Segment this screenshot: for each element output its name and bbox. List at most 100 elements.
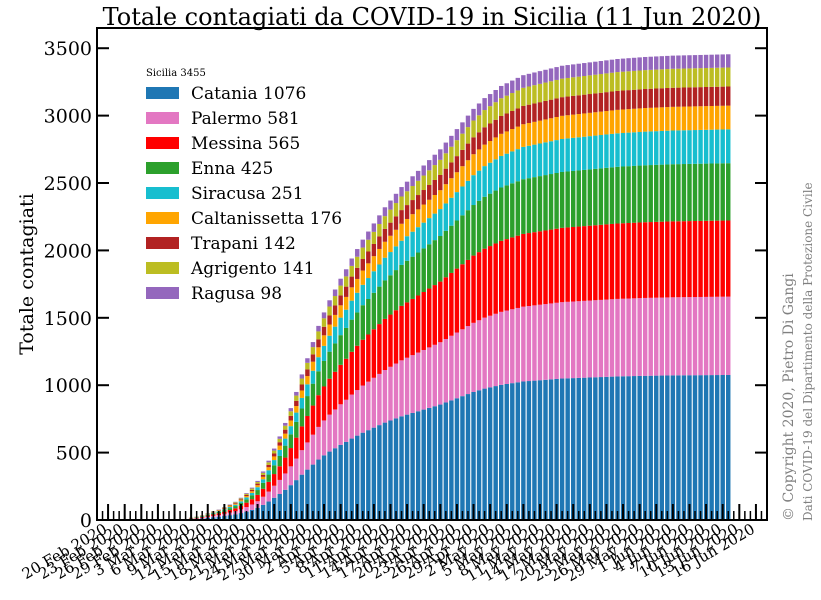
bar-segment [343, 276, 349, 287]
bar-segment [587, 112, 593, 137]
bar-segment [703, 87, 709, 107]
bar-segment [471, 175, 476, 206]
bar-segment [415, 295, 421, 353]
bar-segment [460, 329, 465, 397]
bar-segment [449, 335, 454, 401]
y-tick-label: 1000 [44, 375, 92, 397]
legend-title: Sicilia 3455 [146, 68, 206, 79]
bar-segment [471, 137, 476, 155]
bar-segment [703, 129, 709, 164]
bar-segment [537, 231, 543, 305]
bar-segment [532, 177, 537, 233]
bar-segment [360, 385, 365, 433]
bar-segment [726, 374, 731, 520]
bar-segment [460, 133, 465, 150]
bar-segment [720, 86, 725, 106]
bar-segment [570, 170, 576, 227]
bar-segment [271, 453, 277, 457]
bar-segment [343, 327, 349, 359]
bar-segment [465, 127, 471, 144]
bar-segment [665, 130, 670, 165]
bar-segment [659, 297, 665, 376]
bar-segment [681, 87, 687, 107]
bar-segment [393, 229, 399, 247]
bar-segment [310, 361, 316, 371]
bar-segment [371, 256, 377, 272]
bar-segment [487, 141, 493, 163]
bar-segment [294, 400, 299, 407]
bar-segment [499, 133, 504, 156]
bar-segment [532, 121, 537, 145]
bar-segment [227, 504, 233, 506]
bar-segment [338, 335, 343, 365]
bar-segment [288, 434, 294, 449]
bar-segment [371, 427, 377, 520]
bar-segment [360, 270, 365, 285]
bar-segment [427, 160, 432, 171]
bar-segment [288, 408, 294, 412]
bar-segment [504, 383, 509, 520]
bar-segment [714, 129, 720, 164]
bar-segment [332, 305, 338, 315]
bar-segment [366, 251, 371, 264]
legend-label: Caltanissetta 176 [191, 209, 342, 229]
bar-segment [410, 231, 415, 257]
bar-segment [438, 404, 443, 520]
bar-segment [670, 221, 676, 298]
bar-segment [714, 163, 720, 221]
bar-segment [316, 426, 321, 460]
bar-segment [410, 200, 415, 215]
bar-segment [692, 106, 698, 131]
bar-segment [515, 126, 521, 150]
bar-segment [244, 496, 249, 498]
bar-segment [637, 131, 642, 166]
bar-segment [521, 306, 526, 382]
bar-segment [548, 68, 554, 82]
bar-segment [443, 153, 449, 169]
bar-segment [687, 221, 692, 298]
bar-segment [703, 54, 709, 69]
bar-segment [432, 194, 437, 214]
bar-segment [349, 394, 354, 439]
bar-segment [305, 384, 310, 397]
plot-frame [96, 27, 768, 521]
bar-segment [432, 154, 437, 166]
bar-segment [332, 289, 338, 297]
bar-segment [692, 87, 698, 107]
bar-segment [271, 460, 277, 466]
bar-segment [703, 68, 709, 87]
bar-segment [609, 167, 615, 224]
bar-segment [404, 205, 410, 219]
bar-segment [438, 149, 443, 160]
bar-segment [659, 107, 665, 131]
bar-segment [487, 162, 493, 194]
bar-segment [554, 79, 559, 99]
bar-segment [316, 347, 321, 358]
bar-segment [327, 300, 332, 307]
bar-segment [349, 258, 354, 266]
bar-segment [654, 375, 659, 520]
bar-segment [399, 264, 404, 306]
bar-segment [642, 375, 648, 520]
bar-segment [249, 504, 255, 510]
bar-segment [515, 108, 521, 127]
bar-segment [665, 88, 670, 108]
bar-segment [294, 406, 299, 413]
bar-segment [310, 383, 316, 406]
bar-segment [255, 487, 260, 491]
bar-segment [283, 429, 288, 434]
bar-segment [244, 507, 249, 512]
bar-segment [593, 61, 598, 75]
bar-segment [626, 132, 631, 167]
bar-segment [233, 508, 238, 512]
bar-segment [565, 115, 570, 139]
bar-segment [665, 297, 670, 376]
bar-segment [510, 383, 515, 520]
bar-segment [676, 375, 681, 520]
bar-segment [288, 426, 294, 435]
bar-segment [421, 204, 426, 223]
bar-segment [327, 378, 332, 415]
bar-segment [355, 278, 360, 293]
bar-segment [687, 375, 692, 520]
